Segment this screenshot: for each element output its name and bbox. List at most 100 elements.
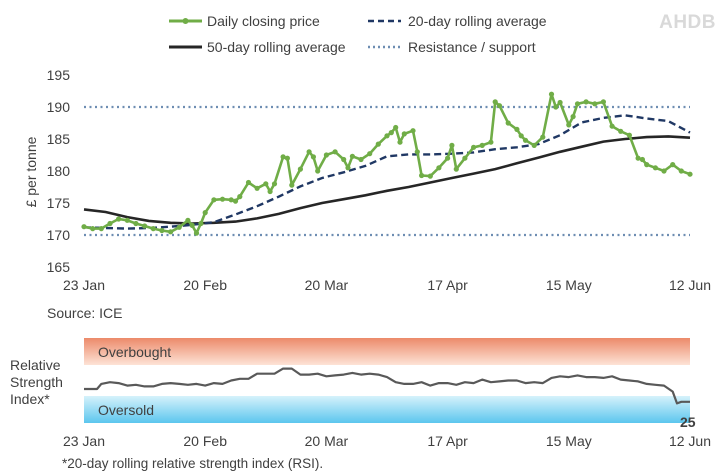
y-tick-label: 165 <box>47 259 71 275</box>
closing-price-point <box>107 220 113 227</box>
closing-price-point <box>81 224 87 230</box>
closing-price-point <box>375 141 381 147</box>
legend-item-ma20: 20-day rolling average <box>368 13 547 29</box>
closing-price-point <box>505 120 511 126</box>
closing-price-point <box>193 230 200 236</box>
y-tick-label: 170 <box>47 227 71 243</box>
x-tick-label-rsi: 15 May <box>546 433 592 449</box>
y-tick-label: 195 <box>47 67 71 83</box>
closing-price-point <box>124 217 130 223</box>
closing-price-point <box>90 226 96 232</box>
closing-price-point <box>401 131 407 137</box>
closing-price-point <box>142 223 148 229</box>
main-plot: £ per tonne 165 170 175 180 185 190 195 23 Jan… <box>23 67 711 293</box>
closing-price-point <box>661 168 667 174</box>
closing-price-point <box>198 220 204 227</box>
closing-price-point <box>211 197 217 203</box>
closing-price-point <box>168 229 174 235</box>
closing-price-point <box>492 99 498 105</box>
legend-label-ma20: 20-day rolling average <box>408 13 547 29</box>
legend-label-ma50: 50-day rolling average <box>207 39 346 55</box>
closing-price-point <box>133 220 139 227</box>
legend-item-ma50: 50-day rolling average <box>169 39 346 55</box>
line-20-day-average <box>83 114 691 230</box>
closing-price-point <box>289 182 295 188</box>
closing-price-point <box>414 149 420 155</box>
closing-price-point <box>393 124 399 131</box>
rsi-label-line1: Relative <box>10 357 61 373</box>
x-tick-label-rsi: 23 Jan <box>63 433 105 449</box>
closing-price-point <box>583 99 589 105</box>
legend-item-closing: Daily closing price <box>169 13 320 29</box>
closing-price-point <box>574 101 581 107</box>
x-tick-label: 20 Mar <box>305 277 349 293</box>
closing-price-point <box>397 139 403 145</box>
closing-price-point <box>678 168 684 174</box>
closing-price-point <box>522 137 529 143</box>
closing-price-point <box>254 185 260 191</box>
closing-price-point <box>514 126 520 132</box>
closing-price-point <box>219 196 226 202</box>
x-tick-label: 20 Feb <box>183 277 227 293</box>
y-tick-label: 180 <box>47 163 71 179</box>
closing-price-point <box>652 165 659 171</box>
closing-price-point <box>449 142 455 148</box>
closing-price-point <box>263 181 269 187</box>
legend-item-resistance: Resistance / support <box>368 39 536 55</box>
closing-price-point <box>367 151 373 157</box>
closing-price-point <box>384 133 390 139</box>
closing-price-point <box>228 197 234 203</box>
line-daily-closing <box>83 92 691 235</box>
oversold-label: Oversold <box>98 402 154 418</box>
closing-price-point <box>306 149 312 155</box>
rsi-label-line3: Index* <box>10 391 50 407</box>
closing-price-point <box>185 217 191 223</box>
line-50-day-average <box>83 135 691 225</box>
closing-price-point <box>267 188 273 195</box>
x-tick-label-rsi: 17 Apr <box>427 433 468 449</box>
rsi-last-value: 25 <box>680 414 696 430</box>
closing-price-point <box>453 166 459 172</box>
closing-price-point <box>644 162 650 168</box>
y-axis-title: £ per tonne <box>23 136 39 207</box>
resistance-support-lines <box>84 105 690 237</box>
closing-price-point <box>116 216 122 222</box>
x-tick-label-rsi: 20 Mar <box>305 433 349 449</box>
ahdb-logo: AHDB <box>659 12 716 33</box>
closing-price-point <box>471 144 477 150</box>
closing-price-point <box>557 99 563 106</box>
closing-price-point <box>159 227 165 234</box>
closing-price-point <box>531 142 537 148</box>
closing-price-point <box>488 139 494 145</box>
closing-price-point <box>687 171 693 177</box>
closing-price-point <box>349 153 355 159</box>
closing-price-point <box>323 152 329 158</box>
series-20-day-average <box>83 114 691 230</box>
closing-price-point <box>540 134 546 140</box>
x-tick-label: 15 May <box>546 277 592 293</box>
x-tick-label: 23 Jan <box>63 277 105 293</box>
closing-price-point <box>284 155 290 161</box>
x-axis-ticks-main: 23 Jan 20 Feb 20 Mar 17 Apr 15 May 12 Jun <box>63 277 711 293</box>
series-rsi <box>84 367 690 405</box>
closing-price-point <box>341 156 347 163</box>
legend: Daily closing price 20-day rolling avera… <box>169 13 547 55</box>
legend-label-resistance: Resistance / support <box>408 39 536 55</box>
closing-price-point <box>548 91 555 97</box>
closing-price-point <box>189 222 195 228</box>
closing-price-point <box>410 128 416 134</box>
overbought-band <box>84 338 690 365</box>
y-tick-label: 190 <box>47 99 71 115</box>
source-note: Source: ICE <box>47 305 122 321</box>
closing-price-point <box>570 114 576 120</box>
closing-price-point <box>635 155 641 161</box>
legend-marker-closing <box>182 18 189 24</box>
series-daily-closing <box>81 91 693 236</box>
x-tick-label: 17 Apr <box>427 277 468 293</box>
closing-price-point <box>445 155 451 161</box>
closing-price-point <box>98 226 104 232</box>
closing-price-point <box>345 165 351 171</box>
closing-price-point <box>332 149 338 155</box>
footnote: *20-day rolling relative strength index … <box>62 456 323 471</box>
